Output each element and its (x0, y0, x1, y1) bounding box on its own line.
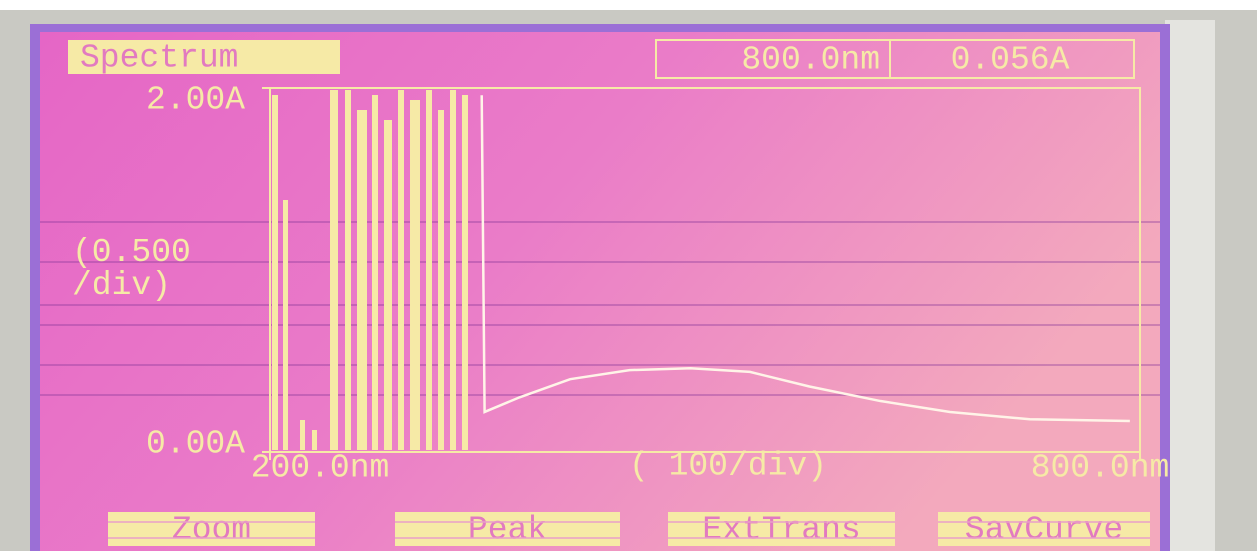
softkey-label[interactable]: Zoom (172, 512, 251, 549)
bezel-edge (1165, 20, 1215, 551)
y-tick-label: 2.00A (146, 82, 245, 119)
softkey-label[interactable]: Peak (468, 512, 547, 549)
mode: Spectrum (80, 40, 238, 77)
page: Spectrum 800.0nm 0.056A 0.00A 2.00A 200.0n… (0, 0, 1257, 551)
readout-absorbance: 0.056A (951, 42, 1070, 79)
x-tick-label: 200.0nm (251, 450, 390, 487)
softkey-label[interactable]: SavCurve (965, 512, 1123, 549)
softkey-label[interactable]: ExtTrans (702, 512, 860, 549)
x-scale-label: ( 100/div) (629, 448, 827, 485)
y-scale-label: (0.500 /div) (72, 236, 232, 302)
readout-wavelength: 800.0nm (741, 42, 880, 79)
top-strip (0, 0, 1257, 10)
x-tick-label: 800.0nm (1031, 450, 1170, 487)
y-tick-label: 0.00A (146, 426, 245, 463)
